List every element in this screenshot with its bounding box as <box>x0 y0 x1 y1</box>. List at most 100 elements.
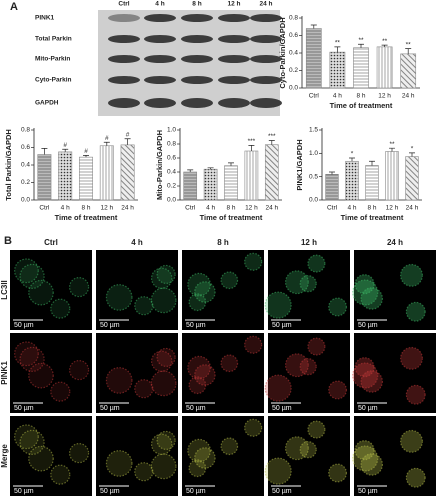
y-tick-label: 1.0 <box>309 150 318 157</box>
cell <box>354 274 375 295</box>
cell <box>299 275 317 293</box>
error-bar <box>405 48 412 54</box>
cell <box>50 381 71 402</box>
x-tick-label: 12 h <box>245 205 258 212</box>
y-tick-label: 1.5 <box>309 127 318 134</box>
x-axis-label: Time of treatment <box>200 213 263 222</box>
cell <box>264 457 292 485</box>
cell <box>299 358 317 376</box>
bar <box>120 144 135 201</box>
scale-bar-label: 50 µm <box>272 322 292 329</box>
significance-label: * <box>411 146 414 153</box>
bar <box>329 51 346 89</box>
x-tick-label: 12 h <box>100 205 113 212</box>
cell <box>28 279 54 306</box>
significance-label: ** <box>335 40 341 47</box>
cell <box>244 252 263 271</box>
bar <box>400 53 417 89</box>
cell <box>19 429 45 455</box>
cell <box>284 270 309 295</box>
bar <box>376 46 393 89</box>
x-axis-label: Time of treatment <box>341 213 404 222</box>
cell <box>105 367 133 394</box>
blot-band <box>250 76 282 84</box>
cell <box>50 298 71 319</box>
blot-row-label: Total Parkin <box>35 36 72 43</box>
micrograph <box>10 250 92 330</box>
bar <box>405 156 419 201</box>
blot-band <box>218 35 250 43</box>
micrograph <box>96 250 178 330</box>
cell <box>244 335 263 354</box>
error-bar <box>41 148 48 155</box>
y-tick-label: 0.8 <box>289 15 298 22</box>
significance-label: * <box>351 151 354 158</box>
cell <box>105 284 133 311</box>
image-column-label: 12 h <box>301 238 317 247</box>
scale-bar-label: 50 µm <box>272 488 292 495</box>
blot-column-label: 8 h <box>192 1 201 8</box>
blot-band <box>108 76 140 84</box>
cell <box>328 380 348 400</box>
y-tick-label: 0.6 <box>21 144 30 151</box>
y-tick-label: 0.2 <box>289 67 298 74</box>
y-tick-label: 0.6 <box>167 155 176 162</box>
cell <box>400 429 423 453</box>
image-row-label: LC3II <box>0 280 9 300</box>
error-bar <box>103 141 110 146</box>
image-row-label: Merge <box>0 444 9 468</box>
scale-bar-label: 50 µm <box>100 488 120 495</box>
bar <box>224 165 238 201</box>
blot-band <box>218 55 250 63</box>
significance-label: # <box>105 135 109 142</box>
significance-label: # <box>84 148 88 155</box>
y-tick-label: 0.0 <box>21 197 30 204</box>
cell <box>284 436 309 461</box>
micrograph <box>96 333 178 413</box>
cell <box>156 347 176 368</box>
cell <box>150 370 177 397</box>
x-tick-label: 12 h <box>378 93 391 100</box>
bar <box>203 168 218 201</box>
cell <box>352 279 379 306</box>
error-bar <box>329 171 335 175</box>
x-tick-label: Ctrl <box>309 93 320 100</box>
y-tick-label: 0.4 <box>167 169 176 176</box>
blot-column-label: 12 h <box>227 1 240 8</box>
blot-band <box>250 14 282 22</box>
micrograph <box>182 416 264 496</box>
cell <box>134 462 154 482</box>
cell <box>28 362 54 389</box>
significance-label: # <box>63 142 67 149</box>
error-bar <box>381 44 388 47</box>
bar <box>244 150 259 201</box>
scale-bar-label: 50 µm <box>186 405 206 412</box>
cell <box>19 346 45 372</box>
scale-bar-label: 50 µm <box>186 322 206 329</box>
error-bar <box>248 145 255 151</box>
error-bar <box>334 46 341 53</box>
blot-band <box>250 98 282 108</box>
y-tick-label: 0.6 <box>289 32 298 39</box>
cell <box>328 463 348 483</box>
panel-label: B <box>4 235 12 247</box>
cell <box>352 362 379 389</box>
scale-bar-label: 50 µm <box>358 405 378 412</box>
cell <box>354 440 375 461</box>
cell <box>156 430 176 451</box>
scale-bar-label: 50 µm <box>358 488 378 495</box>
error-bar <box>62 148 69 152</box>
error-bar <box>358 43 364 48</box>
cell <box>244 418 263 437</box>
cell <box>187 272 211 297</box>
y-tick-label: 0.8 <box>167 141 176 148</box>
cell <box>284 353 309 378</box>
cell <box>105 450 133 477</box>
blot-band <box>181 76 213 84</box>
cell <box>264 291 292 319</box>
blot-band <box>108 55 140 63</box>
blot-band <box>181 98 213 108</box>
image-row-label: PINK1 <box>0 361 9 385</box>
scale-bar-label: 50 µm <box>14 322 34 329</box>
micrograph <box>268 333 350 413</box>
